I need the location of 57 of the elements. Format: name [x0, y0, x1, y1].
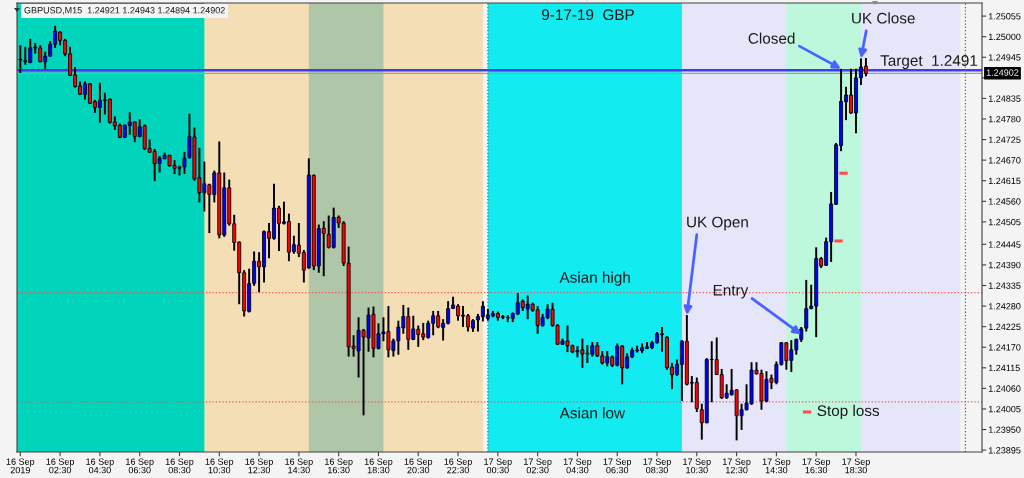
annotation: Closed — [748, 32, 795, 44]
y-tick-label: 1.25055 — [988, 13, 1021, 20]
y-tick-label: 1.24670 — [988, 157, 1021, 164]
y-tick-label: 1.24060 — [988, 385, 1021, 392]
y-tick-label: 1.24225 — [988, 323, 1021, 331]
x-tick-label: 17 Sep 10:30 — [683, 458, 711, 474]
y-tick-label: 1.24780 — [988, 115, 1021, 123]
annotation: Asian high — [559, 271, 630, 286]
y-tick-label: 1.24335 — [988, 282, 1021, 289]
x-tick-label: 17 Sep 04:30 — [563, 458, 592, 474]
x-tick-label: 16 Sep 20:30 — [404, 458, 433, 474]
x-tick-label: 16 Sep 10:30 — [205, 458, 234, 474]
x-tick-label: 17 Sep 06:30 — [603, 458, 632, 474]
x-tick-label: 16 Sep 08:30 — [165, 458, 194, 474]
annotation: Entry — [713, 284, 749, 299]
annotation: Asian low — [559, 407, 626, 419]
x-tick-label: 16 Sep 2019 — [6, 458, 35, 474]
x-tick-label: 17 Sep 08:30 — [643, 458, 671, 474]
y-tick-label: 1.24280 — [988, 303, 1021, 310]
y-tick-label: 1.24725 — [988, 136, 1021, 143]
y-tick-label: 1.24945 — [988, 54, 1021, 61]
x-tick-label: 16 Sep 04:30 — [86, 458, 114, 474]
x-tick-label: 16 Sep 16:30 — [325, 458, 353, 474]
y-tick-label: 1.24170 — [988, 344, 1021, 351]
y-tick-label: 1.23950 — [988, 426, 1021, 433]
y-tick-label: 1.25000 — [988, 33, 1021, 41]
chart-title: 9-17-19 GBP — [542, 9, 634, 21]
series-label: Stop loss — [817, 404, 880, 420]
x-tick-label: 16 Sep 12:30 — [245, 458, 274, 474]
y-tick-label: 1.24835 — [988, 95, 1021, 102]
candlestick — [321, 220, 326, 278]
y-tick-label: 1.24005 — [988, 405, 1021, 413]
ref-line-label: 1.24902 — [986, 69, 1019, 76]
chart-subtitle: GBPUSD,M15 1.24921 1.24943 1.24894 1.24902 — [24, 7, 225, 15]
x-tick-label: 16 Sep 14:30 — [285, 458, 313, 474]
x-tick-label: 17 Sep 16:30 — [802, 458, 831, 474]
y-tick-label: 1.24505 — [988, 218, 1021, 226]
x-tick-label: 16 Sep 06:30 — [126, 458, 154, 474]
y-tick-label: 1.24390 — [988, 261, 1021, 269]
x-tick-label: 17 Sep 02:30 — [524, 458, 552, 474]
y-tick-label: 1.24445 — [988, 241, 1021, 248]
candlestick — [863, 57, 868, 78]
x-tick-label: 17 Sep 00:30 — [484, 458, 512, 474]
x-tick-label: 16 Sep 22:30 — [444, 458, 472, 474]
x-tick-label: 16 Sep 18:30 — [364, 458, 393, 474]
y-tick-label: 1.24115 — [988, 364, 1020, 372]
x-tick-label: 17 Sep 18:30 — [842, 458, 870, 474]
y-tick-label: 1.24560 — [988, 198, 1021, 205]
annotation: UK Open — [687, 216, 748, 231]
annotation: UK Close — [852, 12, 915, 24]
y-tick-label: 1.24615 — [988, 177, 1021, 185]
candlestick — [18, 44, 23, 74]
y-tick-label: 1.23895 — [988, 447, 1021, 454]
x-tick-label: 17 Sep 12:30 — [722, 458, 751, 474]
x-tick-label: 17 Sep 14:30 — [762, 458, 791, 474]
x-tick-label: 16 Sep 02:30 — [46, 458, 75, 474]
ref-line-label: Target 1.2491 — [880, 55, 978, 69]
